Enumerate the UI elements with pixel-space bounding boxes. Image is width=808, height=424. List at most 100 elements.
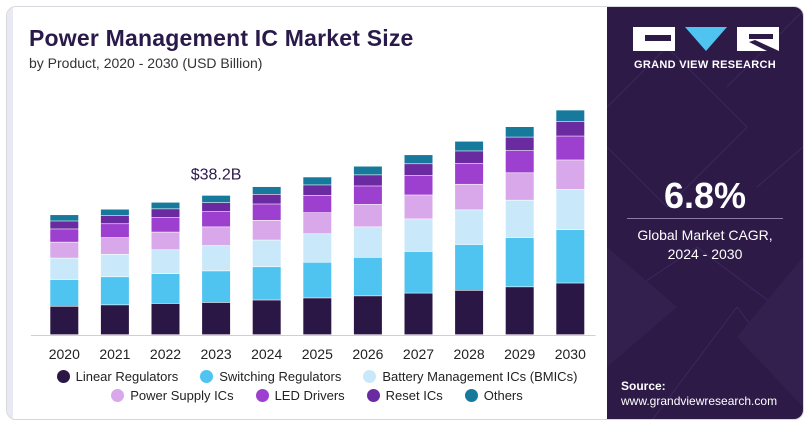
- cagr-label: Global Market CAGR, 2024 - 2030: [607, 226, 803, 264]
- bar-segment-2028-0: [455, 290, 484, 335]
- bar-segment-2020-4: [50, 229, 79, 242]
- grand-view-research-logo: [633, 27, 779, 51]
- bar-segment-2030-2: [556, 189, 585, 230]
- bar-segment-2029-6: [505, 127, 534, 137]
- bar-segment-2030-4: [556, 136, 585, 160]
- x-tick-label-2022: 2022: [150, 346, 181, 362]
- bar-segment-2027-0: [404, 293, 433, 335]
- bar-segment-2027-2: [404, 219, 433, 252]
- bar-segment-2020-1: [50, 279, 79, 306]
- legend-label: Others: [483, 388, 523, 403]
- bar-segment-2023-5: [202, 202, 231, 212]
- chart-title: Power Management IC Market Size: [29, 25, 414, 51]
- bar-segment-2023-4: [202, 211, 231, 227]
- bar-segment-2028-4: [455, 163, 484, 184]
- bar-segment-2028-1: [455, 244, 484, 291]
- bar-segment-2020-0: [50, 306, 79, 335]
- legend-item: Linear Regulators: [56, 369, 179, 384]
- bar-segment-2025-1: [303, 262, 332, 298]
- bar-segment-2024-1: [252, 267, 281, 300]
- bar-segment-2021-6: [100, 209, 129, 216]
- bar-segment-2028-6: [455, 141, 484, 151]
- bar-segment-2029-0: [505, 287, 534, 335]
- bar-segment-2027-1: [404, 251, 433, 293]
- legend-item: Others: [464, 388, 523, 403]
- bar-segment-2020-5: [50, 221, 79, 229]
- sidebar-background-pattern: [607, 10, 803, 419]
- bar-segment-2029-2: [505, 200, 534, 238]
- x-tick-label-2030: 2030: [555, 346, 586, 362]
- source-label: Source:: [621, 379, 666, 393]
- bar-segment-2025-5: [303, 185, 332, 196]
- x-tick-label-2029: 2029: [504, 346, 535, 362]
- info-sidebar: GRAND VIEW RESEARCH 6.8% Global Market C…: [607, 7, 803, 419]
- bar-segment-2021-2: [100, 254, 129, 277]
- bar-segment-2023-6: [202, 195, 231, 203]
- bar-segment-2030-0: [556, 283, 585, 335]
- bar-segment-2025-6: [303, 177, 332, 185]
- bar-segment-2024-2: [252, 240, 281, 267]
- source-url[interactable]: www.grandviewresearch.com: [621, 394, 778, 408]
- bar-segment-2026-6: [353, 166, 382, 175]
- bar-segment-2029-1: [505, 237, 534, 287]
- legend-swatch: [255, 389, 269, 402]
- legend-item: Switching Regulators: [200, 369, 341, 384]
- bar-segment-2022-1: [151, 273, 180, 304]
- bar-segment-2030-3: [556, 160, 585, 190]
- legend-item: Power Supply ICs: [111, 388, 234, 403]
- legend-item: Reset ICs: [366, 388, 443, 403]
- bar-segment-2029-5: [505, 137, 534, 151]
- bar-segment-2022-3: [151, 232, 180, 250]
- bar-segment-2021-0: [100, 305, 129, 335]
- bar-segment-2022-6: [151, 202, 180, 209]
- stacked-bar-chart: 2020 2021 2022 2023 $38.2B 2024 2025 2026 2027 20…: [31, 110, 596, 362]
- legend-label: Battery Management ICs (BMICs): [382, 369, 578, 384]
- cagr-label-line2: 2024 - 2030: [667, 246, 743, 262]
- x-tick-label-2021: 2021: [99, 346, 130, 362]
- bar-segment-2023-2: [202, 245, 231, 271]
- bar-segment-2023-1: [202, 271, 231, 303]
- legend-swatch: [366, 389, 380, 402]
- bar-segment-2023-0: [202, 302, 231, 335]
- bar-segment-2025-4: [303, 195, 332, 213]
- brand-name: GRAND VIEW RESEARCH: [634, 59, 776, 71]
- bar-segment-2024-5: [252, 194, 281, 204]
- bar-segment-2027-3: [404, 195, 433, 219]
- x-tick-label-2025: 2025: [302, 346, 333, 362]
- bar-segment-2026-3: [353, 204, 382, 227]
- bar-segment-2021-1: [100, 277, 129, 305]
- bar-segment-2029-3: [505, 173, 534, 200]
- bar-segment-2024-3: [252, 220, 281, 240]
- bar-segment-2021-3: [100, 237, 129, 254]
- left-accent-strip: [7, 7, 13, 419]
- legend-swatch: [111, 389, 125, 402]
- bar-segment-2024-0: [252, 300, 281, 335]
- bar-segment-2027-4: [404, 175, 433, 195]
- bar-segment-2020-6: [50, 215, 79, 221]
- legend-swatch: [363, 370, 377, 383]
- bar-segment-2027-5: [404, 164, 433, 176]
- bar-segment-2028-5: [455, 151, 484, 164]
- bar-segment-2022-2: [151, 250, 180, 274]
- cagr-value: 6.8%: [663, 175, 747, 216]
- legend-swatch: [464, 389, 478, 402]
- bar-segment-2020-2: [50, 258, 79, 280]
- legend-label: Linear Regulators: [75, 369, 179, 384]
- bar-segment-2023-3: [202, 227, 231, 246]
- bar-segment-2025-3: [303, 212, 332, 234]
- x-tick-label-2027: 2027: [403, 346, 434, 362]
- chart-subtitle: by Product, 2020 - 2030 (USD Billion): [29, 55, 263, 71]
- bar-segment-2026-5: [353, 175, 382, 186]
- bar-segment-2025-2: [303, 234, 332, 262]
- bar-segment-2028-3: [455, 184, 484, 210]
- legend-item: LED Drivers: [255, 388, 345, 403]
- bar-segment-2025-0: [303, 298, 332, 335]
- bar-segment-2020-3: [50, 242, 79, 258]
- bar-segment-2028-2: [455, 210, 484, 245]
- bar-segment-2021-5: [100, 215, 129, 224]
- bar-segment-2022-0: [151, 303, 180, 335]
- chart-legend: Linear Regulators Switching Regulators Bat…: [27, 369, 607, 403]
- x-tick-label-2026: 2026: [352, 346, 383, 362]
- bar-segment-2022-5: [151, 209, 180, 218]
- bar-segment-2026-2: [353, 227, 382, 258]
